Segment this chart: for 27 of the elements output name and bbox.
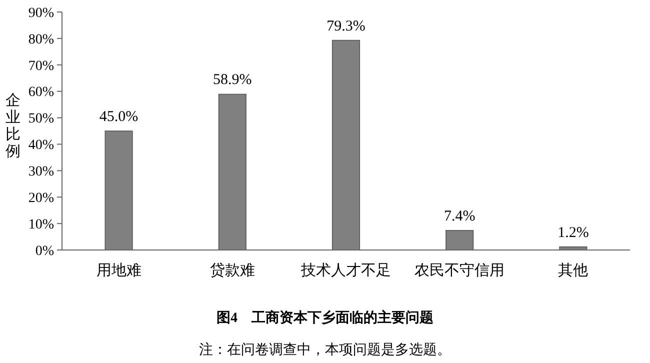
y-tick-label: 0% bbox=[35, 244, 54, 259]
data-label: 7.4% bbox=[444, 208, 476, 224]
y-tick-label: 20% bbox=[28, 191, 54, 206]
text: 注：在问卷调查中，本项问题是多选题。 bbox=[199, 342, 451, 358]
y-tick-label: 30% bbox=[28, 164, 54, 180]
y-tick-label: 80% bbox=[28, 32, 54, 48]
y-tick-label: 10% bbox=[28, 217, 54, 232]
data-label: 79.3% bbox=[326, 18, 366, 34]
data-label: 58.9% bbox=[213, 72, 252, 88]
y-tick-label: 70% bbox=[28, 58, 54, 74]
y-tick-label: 40% bbox=[28, 138, 54, 154]
bar bbox=[332, 40, 360, 250]
x-tick-label: 其他 bbox=[558, 262, 588, 279]
x-tick-label: 用地难 bbox=[96, 262, 142, 279]
y-tick-label: 60% bbox=[28, 85, 54, 100]
data-label: 1.2% bbox=[558, 224, 589, 241]
x-tick-label: 贷款难 bbox=[210, 262, 255, 279]
x-tick-label: 农民不守信用 bbox=[414, 262, 505, 279]
data-label: 45.0% bbox=[99, 109, 138, 125]
x-tick-label: 技术人才不足 bbox=[300, 262, 391, 279]
text: 图4 工商资本下乡面临的主要问题 bbox=[216, 309, 434, 326]
y-tick-label: 90% bbox=[28, 6, 54, 21]
bar bbox=[446, 230, 474, 250]
bar bbox=[104, 130, 133, 250]
bar bbox=[218, 94, 246, 250]
y-axis-title: 企业比例 bbox=[6, 92, 20, 160]
y-tick-label: 50% bbox=[28, 112, 54, 127]
